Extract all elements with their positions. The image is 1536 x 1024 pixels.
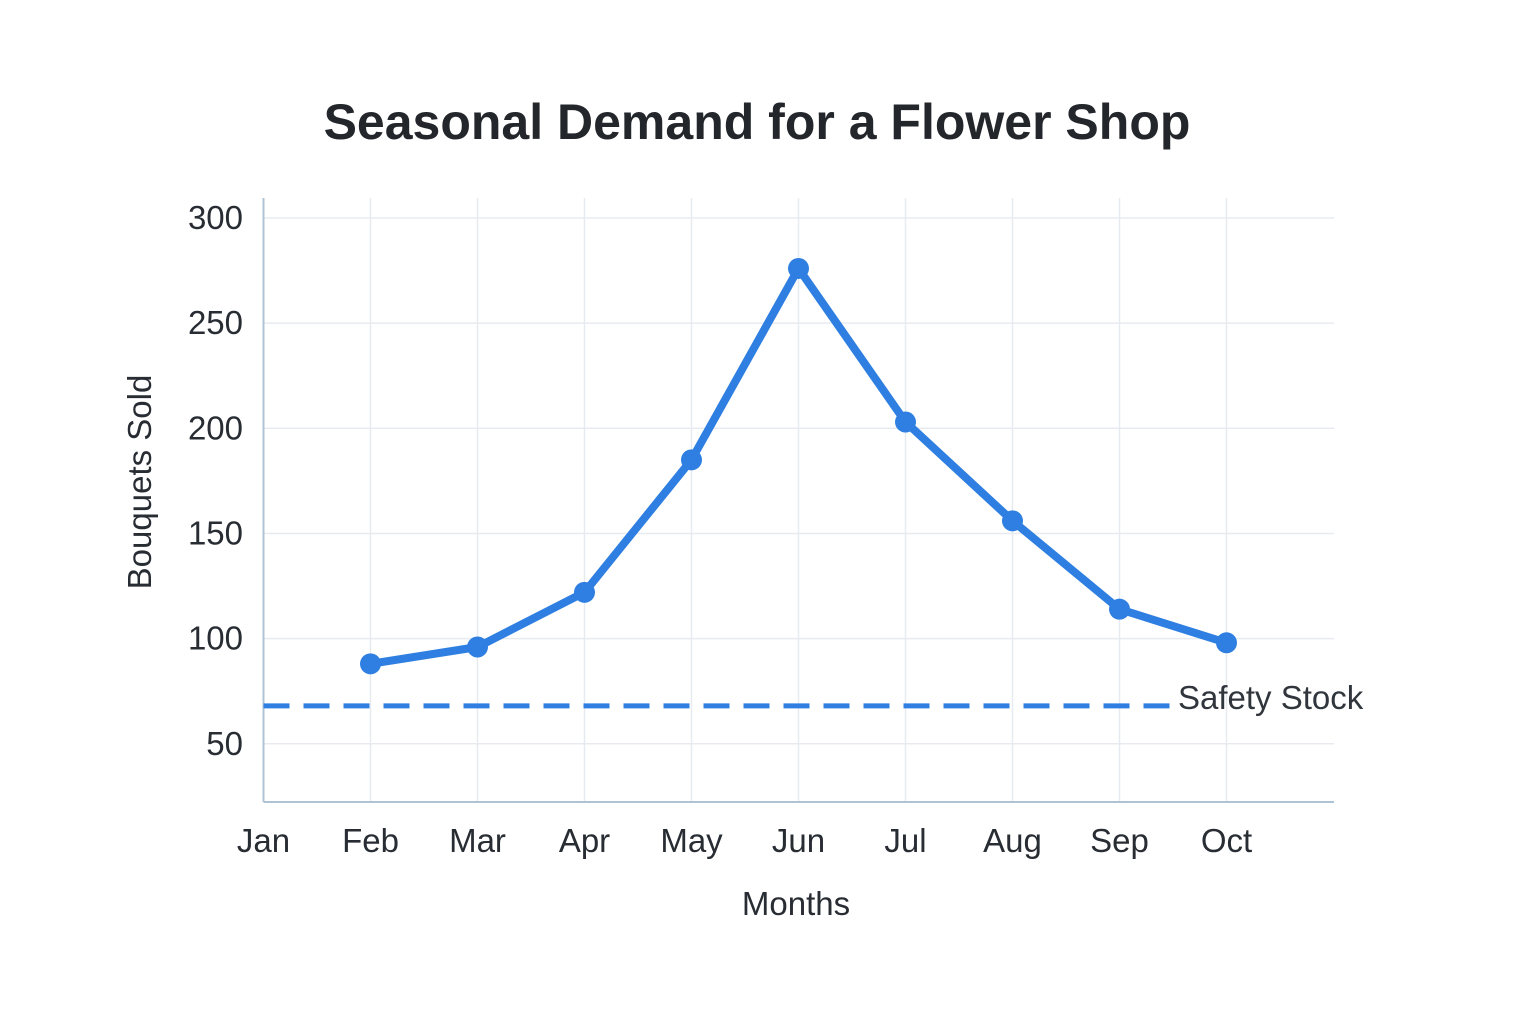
y-tick-label: 200	[188, 409, 243, 446]
data-point-marker	[1002, 510, 1023, 532]
safety-stock-label: Safety Stock	[1178, 679, 1364, 716]
x-tick-label: Mar	[449, 822, 506, 859]
y-axis-tick-labels: 300 250 200 150 100 50	[188, 199, 243, 762]
y-tick-label: 150	[188, 514, 243, 551]
gridlines	[263, 198, 1334, 802]
x-tick-label: Apr	[559, 822, 610, 859]
demand-line-series	[360, 257, 1237, 675]
data-point-marker	[360, 653, 381, 675]
x-tick-label: Aug	[983, 822, 1042, 859]
y-axis-title: Bouquets Sold	[121, 375, 158, 590]
data-point-marker	[895, 411, 916, 433]
data-point-marker	[788, 257, 809, 279]
x-tick-label: Jul	[884, 822, 926, 859]
chart-title: Seasonal Demand for a Flower Shop	[324, 94, 1191, 150]
y-tick-label: 100	[188, 620, 243, 657]
data-point-marker	[1216, 632, 1237, 654]
data-point-marker	[574, 581, 595, 603]
y-tick-label: 50	[206, 725, 243, 762]
x-tick-label: Jun	[772, 822, 825, 859]
x-tick-label: Oct	[1201, 822, 1252, 859]
x-tick-label: Jan	[237, 822, 290, 859]
x-tick-label: Feb	[342, 822, 399, 859]
axes	[262, 198, 1334, 803]
y-tick-label: 250	[188, 304, 243, 341]
x-axis-tick-labels: Jan Feb Mar Apr May Jun Jul Aug Sep Oct	[237, 822, 1252, 859]
x-axis-title: Months	[742, 885, 850, 922]
safety-stock-annotation: Safety Stock	[263, 679, 1364, 716]
x-tick-label: Sep	[1090, 822, 1149, 859]
data-point-marker	[1109, 598, 1130, 620]
data-point-marker	[681, 449, 702, 471]
y-tick-label: 300	[188, 199, 243, 236]
data-point-marker	[467, 636, 488, 658]
x-tick-label: May	[660, 822, 723, 859]
